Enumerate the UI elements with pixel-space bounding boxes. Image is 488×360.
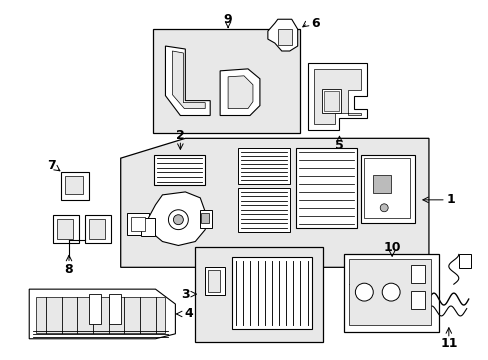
Bar	[277, 29, 291, 45]
Bar	[108, 294, 121, 324]
Bar	[410, 291, 424, 309]
Text: 7: 7	[47, 159, 55, 172]
Polygon shape	[267, 19, 297, 51]
Bar	[201, 213, 209, 223]
Bar	[57, 219, 73, 239]
Bar	[126, 213, 148, 235]
Bar	[361, 155, 414, 223]
Bar	[200, 210, 212, 228]
Circle shape	[168, 210, 188, 230]
Bar	[195, 247, 322, 342]
Polygon shape	[29, 289, 175, 339]
Bar	[89, 294, 101, 324]
Text: 10: 10	[383, 241, 400, 254]
Text: 1: 1	[446, 193, 454, 206]
Bar	[53, 215, 79, 243]
Bar	[323, 91, 339, 111]
Bar	[141, 218, 154, 235]
Bar	[238, 148, 289, 184]
Text: 3: 3	[181, 288, 189, 301]
Text: 11: 11	[439, 337, 457, 350]
Circle shape	[382, 283, 399, 301]
Bar	[205, 267, 224, 295]
Bar	[321, 89, 341, 113]
Text: 2: 2	[176, 129, 184, 142]
Polygon shape	[313, 69, 361, 125]
Bar	[208, 270, 220, 292]
Text: 9: 9	[224, 13, 232, 26]
Bar	[152, 29, 299, 133]
Polygon shape	[165, 46, 210, 116]
Bar	[364, 158, 409, 218]
Polygon shape	[148, 192, 205, 246]
Bar	[153, 155, 205, 185]
Bar	[89, 219, 104, 239]
Polygon shape	[307, 63, 366, 130]
Text: 4: 4	[183, 307, 192, 320]
Bar	[232, 257, 311, 329]
Bar	[36, 297, 165, 333]
Polygon shape	[121, 138, 428, 267]
Bar	[410, 265, 424, 283]
Polygon shape	[172, 51, 205, 109]
Bar	[238, 188, 289, 231]
Text: 6: 6	[311, 17, 319, 30]
Circle shape	[173, 215, 183, 225]
Bar	[85, 215, 111, 243]
Text: 5: 5	[334, 139, 343, 152]
Text: 8: 8	[64, 263, 73, 276]
Bar	[65, 176, 83, 194]
Polygon shape	[227, 76, 252, 109]
Circle shape	[355, 283, 372, 301]
Bar	[130, 217, 144, 231]
Bar	[61, 172, 89, 200]
Bar	[458, 255, 470, 268]
Circle shape	[380, 204, 387, 212]
Polygon shape	[220, 69, 260, 116]
Bar	[349, 260, 430, 325]
Bar	[372, 175, 390, 193]
Bar	[295, 148, 357, 228]
Bar	[344, 255, 438, 332]
